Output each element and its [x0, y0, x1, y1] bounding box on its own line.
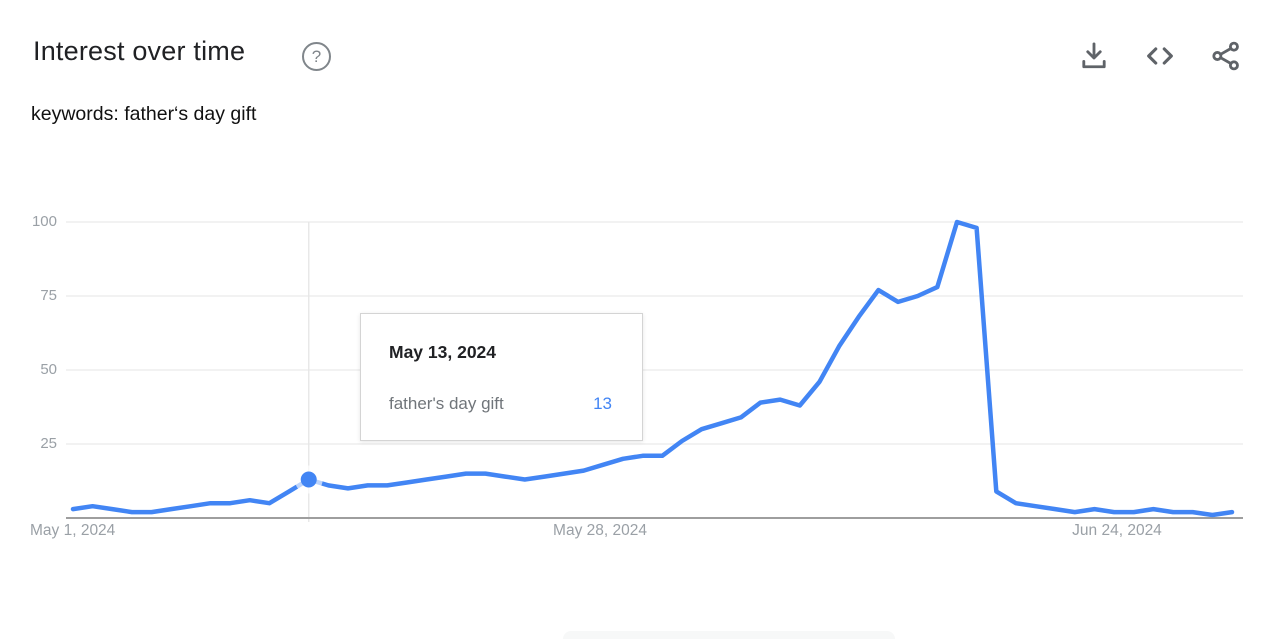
embed-icon: [1147, 47, 1173, 65]
y-axis-label-50: 50: [40, 361, 57, 378]
highlight-dot: [300, 471, 317, 488]
y-axis-label-75: 75: [40, 287, 57, 304]
y-axis-label-100: 100: [31, 213, 57, 230]
embed-button[interactable]: [1142, 38, 1178, 74]
x-axis-label-start: May 1, 2024: [30, 522, 116, 539]
y-axis-label-25: 25: [40, 435, 57, 452]
x-axis-label-middle: May 28, 2024: [553, 522, 647, 539]
share-button[interactable]: [1208, 38, 1244, 74]
download-button[interactable]: [1076, 38, 1112, 74]
x-axis-label-end: Jun 24, 2024: [1072, 522, 1162, 539]
tooltip-value: 13: [593, 394, 612, 413]
help-question-mark: ?: [311, 46, 322, 66]
trend-line: [70, 219, 1235, 518]
tooltip-row: father's day gift 13: [389, 394, 612, 414]
download-icon: [1082, 42, 1106, 69]
keywords-subtitle: keywords: father‘s day gift: [31, 103, 257, 125]
help-icon[interactable]: ?: [302, 42, 331, 71]
share-icon: [1212, 41, 1239, 71]
page-title: Interest over time: [33, 36, 246, 66]
tooltip-date: May 13, 2024: [389, 342, 497, 362]
chart-tooltip: May 13, 2024 father's day gift 13: [360, 313, 643, 441]
tooltip-series-label: father's day gift: [389, 394, 504, 413]
chart-actions-toolbar: [1076, 38, 1244, 74]
next-card-peek: [563, 631, 895, 639]
